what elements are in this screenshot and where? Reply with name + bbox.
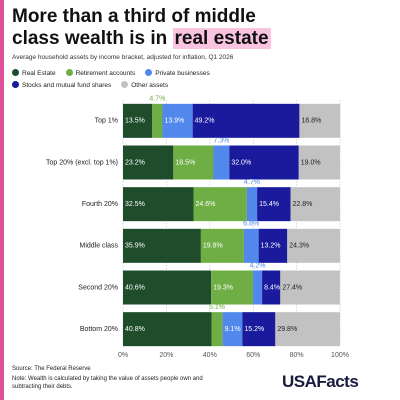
- note: Note: Wealth is calculated by taking the…: [12, 376, 203, 390]
- bar-segment: [287, 228, 340, 263]
- bar-segment: [123, 228, 201, 263]
- bar-segment: [229, 145, 299, 180]
- data-label: 4.7%: [149, 96, 165, 103]
- data-label: 40.6%: [125, 284, 145, 291]
- legend-swatch: [121, 81, 129, 88]
- data-label: 40.8%: [125, 326, 145, 333]
- bar-segment: [246, 187, 258, 222]
- data-label: 23.2%: [125, 159, 145, 166]
- data-label: 27.4%: [282, 284, 302, 291]
- data-label: 18.8%: [301, 118, 321, 125]
- legend-label: Stocks and mutual fund shares: [22, 82, 112, 89]
- legend-item: Other assets: [121, 80, 168, 92]
- data-label: 4.7%: [244, 179, 260, 186]
- data-label: 5.1%: [209, 304, 225, 311]
- logo: USAFacts: [282, 372, 359, 391]
- legend: Real Estate Retirement accounts Private bu…: [12, 68, 292, 92]
- title-highlight: real estate: [172, 28, 271, 49]
- bar-segment: [123, 312, 212, 347]
- y-tick-label: Top 1%: [95, 118, 118, 125]
- bar-segment: [290, 187, 340, 222]
- bar-segment: [211, 312, 223, 347]
- legend-swatch: [12, 69, 19, 76]
- bar-segment: [123, 187, 194, 222]
- bar-segment: [280, 270, 340, 305]
- bar-segment: [275, 312, 340, 347]
- bar-segment: [200, 228, 244, 263]
- y-tick-label: Middle class: [79, 243, 118, 250]
- bar-segment: [222, 312, 243, 347]
- data-label: 13.5%: [125, 118, 145, 125]
- legend-item: Private businesses: [145, 68, 210, 80]
- data-label: 24.3%: [289, 243, 309, 250]
- bar-segment: [243, 228, 259, 263]
- data-label: 6.8%: [243, 221, 259, 228]
- data-label: 49.2%: [195, 118, 215, 125]
- data-label: 19.0%: [301, 159, 321, 166]
- bar-segment: [258, 228, 288, 263]
- legend-item: Retirement accounts: [65, 68, 136, 80]
- accent-strip: [0, 0, 4, 400]
- chart-subtitle: Average household assets by income brack…: [12, 54, 234, 61]
- data-label: 29.8%: [277, 326, 297, 333]
- y-tick-label: Second 20%: [78, 284, 118, 291]
- y-tick-label: Bottom 20%: [80, 326, 118, 333]
- x-tick-label: 40%: [203, 352, 217, 359]
- bar-segment: [252, 270, 263, 305]
- bar-segment: [193, 187, 247, 222]
- data-label: 7.3%: [213, 137, 229, 144]
- legend-label: Retirement accounts: [75, 70, 136, 77]
- legend-swatch: [65, 69, 73, 76]
- legend-label: Private businesses: [155, 70, 210, 77]
- bar-segment: [298, 145, 340, 180]
- y-tick-label: Fourth 20%: [82, 201, 118, 208]
- bar-segment: [123, 270, 212, 305]
- bar-segment: [162, 103, 193, 138]
- legend-label: Other assets: [131, 82, 169, 89]
- data-label: 18.5%: [175, 159, 195, 166]
- data-label: 13.2%: [261, 243, 281, 250]
- data-label: 22.8%: [293, 201, 313, 208]
- data-label: 35.9%: [125, 243, 145, 250]
- legend-item: Real Estate: [12, 68, 56, 80]
- data-label: 19.3%: [213, 284, 233, 291]
- x-tick-label: 60%: [246, 352, 260, 359]
- y-tick-label: Top 20% (excl. top 1%): [46, 159, 118, 166]
- title-text: More than a third of middle class wealth…: [12, 6, 256, 49]
- chart-title: More than a third of middle class wealth…: [12, 6, 272, 50]
- legend-label: Real Estate: [22, 70, 56, 77]
- data-label: 8.4%: [264, 284, 280, 291]
- bar-segment: [211, 270, 253, 305]
- data-label: 32.5%: [125, 201, 145, 208]
- bar-segment: [242, 312, 276, 347]
- x-tick-label: 100%: [331, 352, 349, 359]
- data-label: 13.9%: [164, 118, 184, 125]
- legend-swatch: [145, 69, 153, 76]
- data-label: 9.1%: [225, 326, 241, 333]
- data-label: 15.4%: [259, 201, 279, 208]
- bar-segment: [192, 103, 300, 138]
- bar-segment: [213, 145, 230, 180]
- source: Source: The Federal Reserve: [12, 366, 91, 372]
- data-label: 32.0%: [231, 159, 251, 166]
- bar-segment: [173, 145, 214, 180]
- data-label: 19.8%: [203, 243, 223, 250]
- bar-segment: [123, 103, 153, 138]
- data-label: 15.2%: [244, 326, 264, 333]
- bar-segment: [262, 270, 281, 305]
- x-tick-label: 0%: [118, 352, 128, 359]
- bar-segment: [257, 187, 291, 222]
- bar-segment: [152, 103, 163, 138]
- x-tick-label: 80%: [290, 352, 304, 359]
- bar-segment: [123, 145, 174, 180]
- legend-swatch: [12, 81, 19, 88]
- legend-item: Stocks and mutual fund shares: [12, 80, 111, 92]
- data-label: 24.6%: [196, 201, 216, 208]
- x-tick-label: 20%: [159, 352, 173, 359]
- bar-segment: [299, 103, 341, 138]
- data-label: 4.2%: [250, 262, 266, 269]
